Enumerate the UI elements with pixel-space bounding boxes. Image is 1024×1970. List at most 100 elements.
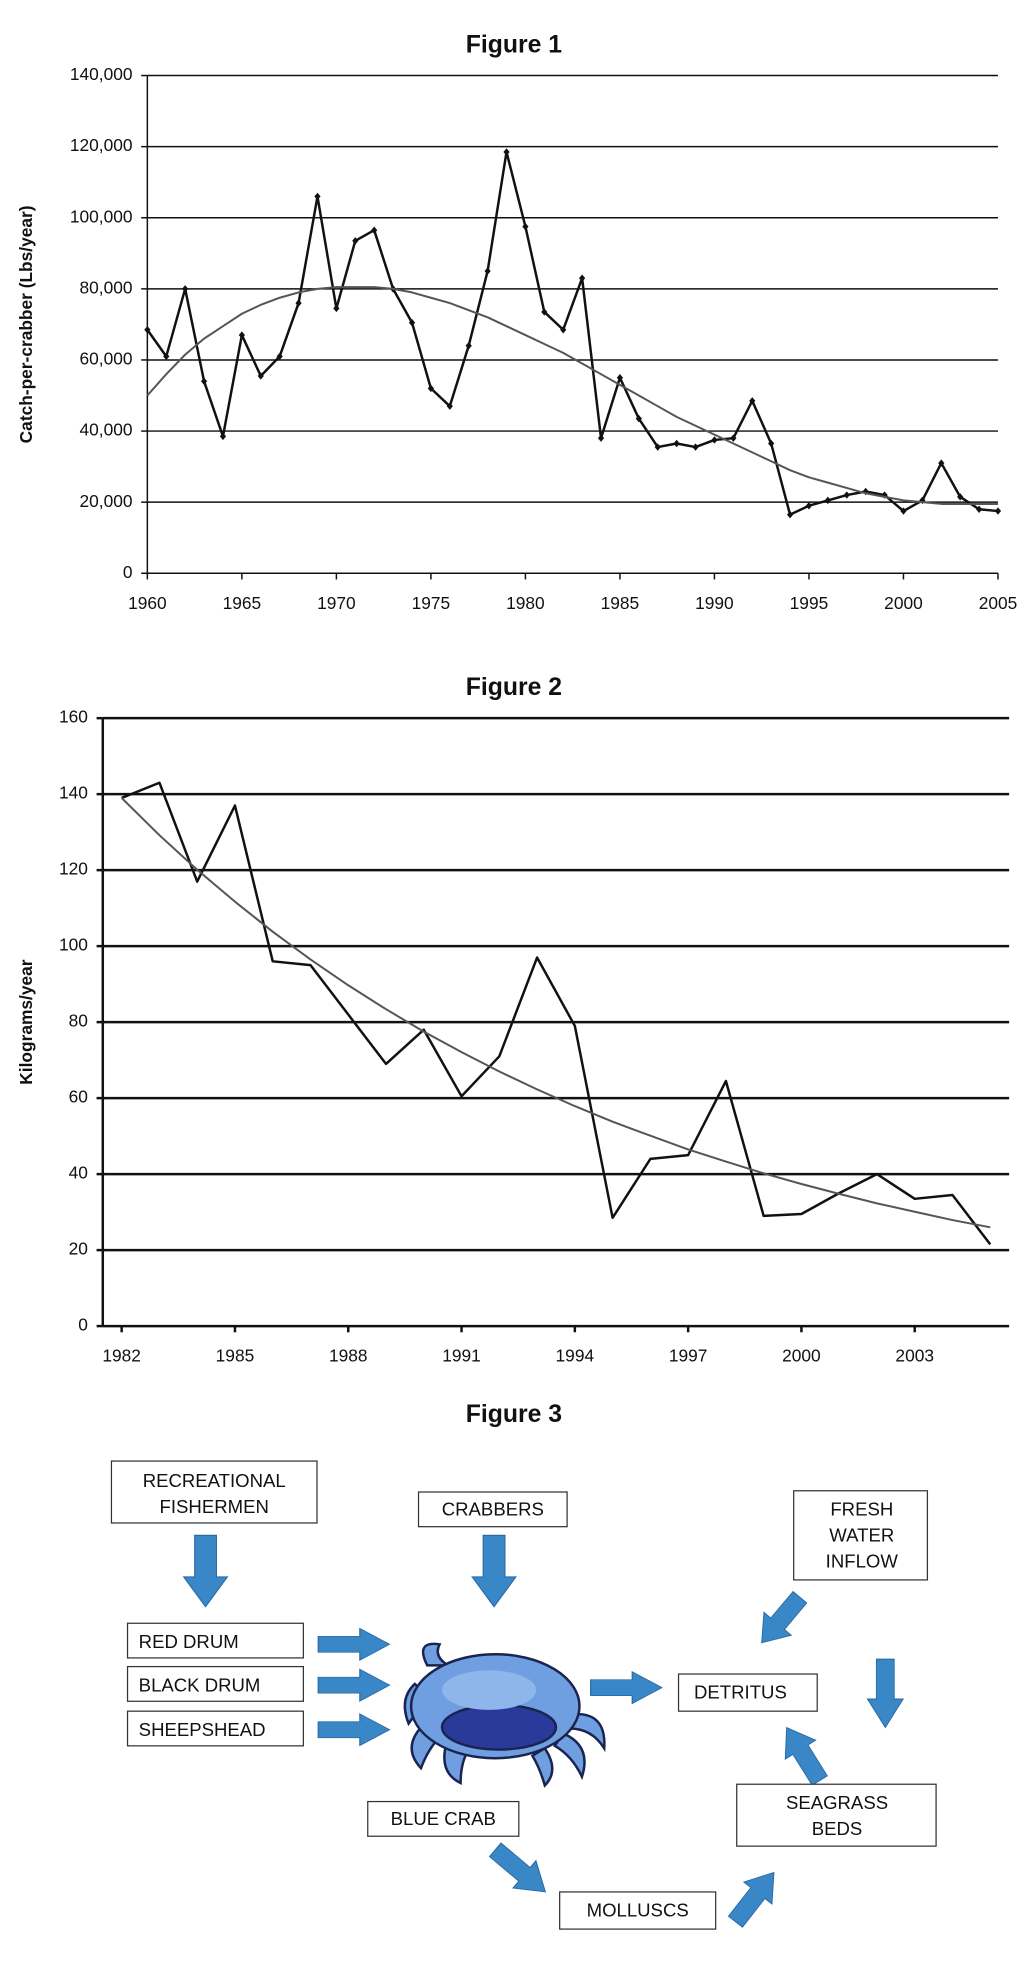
node-label: BLACK DRUM xyxy=(139,1674,261,1695)
data-point xyxy=(219,432,227,441)
x-tick-label: 1965 xyxy=(223,593,262,613)
x-tick-label: 1960 xyxy=(128,593,167,613)
y-tick-label: 20,000 xyxy=(79,491,132,511)
data-point xyxy=(975,505,983,513)
node-label: RECREATIONAL xyxy=(143,1470,286,1491)
arrow xyxy=(747,1585,815,1655)
node-label: FRESH xyxy=(830,1498,893,1519)
y-tick-label: 0 xyxy=(78,1315,88,1335)
x-tick-label: 1982 xyxy=(102,1346,141,1366)
x-tick-label: 1997 xyxy=(669,1346,708,1366)
data-point xyxy=(900,507,907,515)
trend-line xyxy=(146,286,998,505)
x-tick-label: 1994 xyxy=(556,1346,595,1366)
x-tick-label: 1980 xyxy=(506,593,545,613)
x-tick-label: 1990 xyxy=(695,593,734,613)
data-point xyxy=(446,402,453,410)
arrow xyxy=(317,1668,391,1702)
data-point xyxy=(371,226,378,234)
arrow xyxy=(483,1835,558,1907)
node-label: SHEEPSHEAD xyxy=(139,1719,266,1740)
y-axis-label: Kilograms/year xyxy=(16,959,36,1084)
food-web-diagram: Figure 3 RECREATIONAL FISHERMEN xyxy=(110,1401,937,1934)
data-point xyxy=(768,439,775,448)
x-tick-label: 1970 xyxy=(317,593,356,613)
data-point xyxy=(994,507,1002,515)
arrow xyxy=(589,1671,663,1705)
node-box xyxy=(126,1665,304,1702)
y-tick-label: 60 xyxy=(69,1087,88,1107)
diagram-title: Figure 3 xyxy=(466,1401,562,1428)
data-point xyxy=(560,326,567,334)
y-tick-label: 140 xyxy=(59,783,88,803)
data-point xyxy=(673,439,680,448)
y-tick-label: 120 xyxy=(59,859,88,879)
node-label: CRABBERS xyxy=(442,1498,544,1519)
y-tick-label: 40,000 xyxy=(79,420,132,440)
blue-crab-illustration xyxy=(403,1642,606,1788)
data-point xyxy=(182,285,189,293)
x-tick-label: 1975 xyxy=(412,593,451,613)
data-point xyxy=(465,342,472,350)
data-point xyxy=(786,510,794,519)
chart-title: Figure 1 xyxy=(466,31,563,58)
data-point xyxy=(257,372,264,380)
data-point xyxy=(522,222,529,231)
node-label: MOLLUSCS xyxy=(587,1900,689,1921)
y-tick-label: 160 xyxy=(59,707,88,727)
data-point xyxy=(408,318,416,327)
data-point xyxy=(541,308,548,316)
data-point xyxy=(654,443,661,451)
data-point xyxy=(824,496,831,505)
data-point xyxy=(200,377,208,386)
x-tick-label: 1985 xyxy=(601,593,640,613)
node-label: SEAGRASS xyxy=(786,1792,888,1813)
data-point xyxy=(314,192,321,201)
data-point xyxy=(163,352,170,361)
node-label: BLUE CRAB xyxy=(391,1808,496,1829)
arrow xyxy=(720,1860,789,1934)
chart-title: Figure 2 xyxy=(466,674,562,701)
y-tick-label: 100,000 xyxy=(70,206,133,226)
data-point xyxy=(484,267,491,275)
x-tick-label: 1995 xyxy=(790,593,829,613)
data-point xyxy=(276,352,283,361)
x-tick-label: 1988 xyxy=(329,1346,368,1366)
data-point xyxy=(635,414,642,423)
x-tick-label: 2003 xyxy=(895,1346,934,1366)
y-tick-label: 120,000 xyxy=(70,135,133,155)
y-tick-label: 140,000 xyxy=(70,64,133,84)
data-line xyxy=(146,150,999,516)
y-tick-label: 0 xyxy=(123,562,133,582)
node-box xyxy=(736,1783,937,1847)
node-label: FISHERMEN xyxy=(160,1496,269,1517)
arrow xyxy=(770,1717,836,1791)
data-point xyxy=(144,326,151,334)
node-label: INFLOW xyxy=(826,1550,899,1571)
node-box xyxy=(793,1490,929,1581)
data-point xyxy=(597,434,605,442)
node-box xyxy=(126,1622,304,1659)
arrow xyxy=(317,1713,391,1747)
x-tick-label: 1985 xyxy=(216,1346,255,1366)
data-point xyxy=(805,502,813,510)
data-point xyxy=(957,493,964,501)
x-tick-label: 2005 xyxy=(979,593,1018,613)
data-point xyxy=(692,443,699,451)
charts: Figure 1 Catch-per-crabber (Lbs/year) 0 20,… xyxy=(16,31,1017,1365)
data-line xyxy=(121,781,992,1246)
data-point xyxy=(427,384,434,393)
node-label: BEDS xyxy=(812,1818,863,1839)
node-box xyxy=(110,1460,318,1524)
node-label: WATER xyxy=(829,1524,894,1545)
y-tick-label: 40 xyxy=(69,1163,88,1183)
y-tick-label: 20 xyxy=(69,1239,88,1259)
x-tick-label: 2000 xyxy=(782,1346,821,1366)
arrow xyxy=(317,1627,391,1661)
y-tick-label: 80 xyxy=(69,1011,88,1031)
data-point xyxy=(503,148,510,156)
node-box xyxy=(677,1673,818,1712)
data-point xyxy=(730,434,737,442)
data-point xyxy=(711,436,718,444)
